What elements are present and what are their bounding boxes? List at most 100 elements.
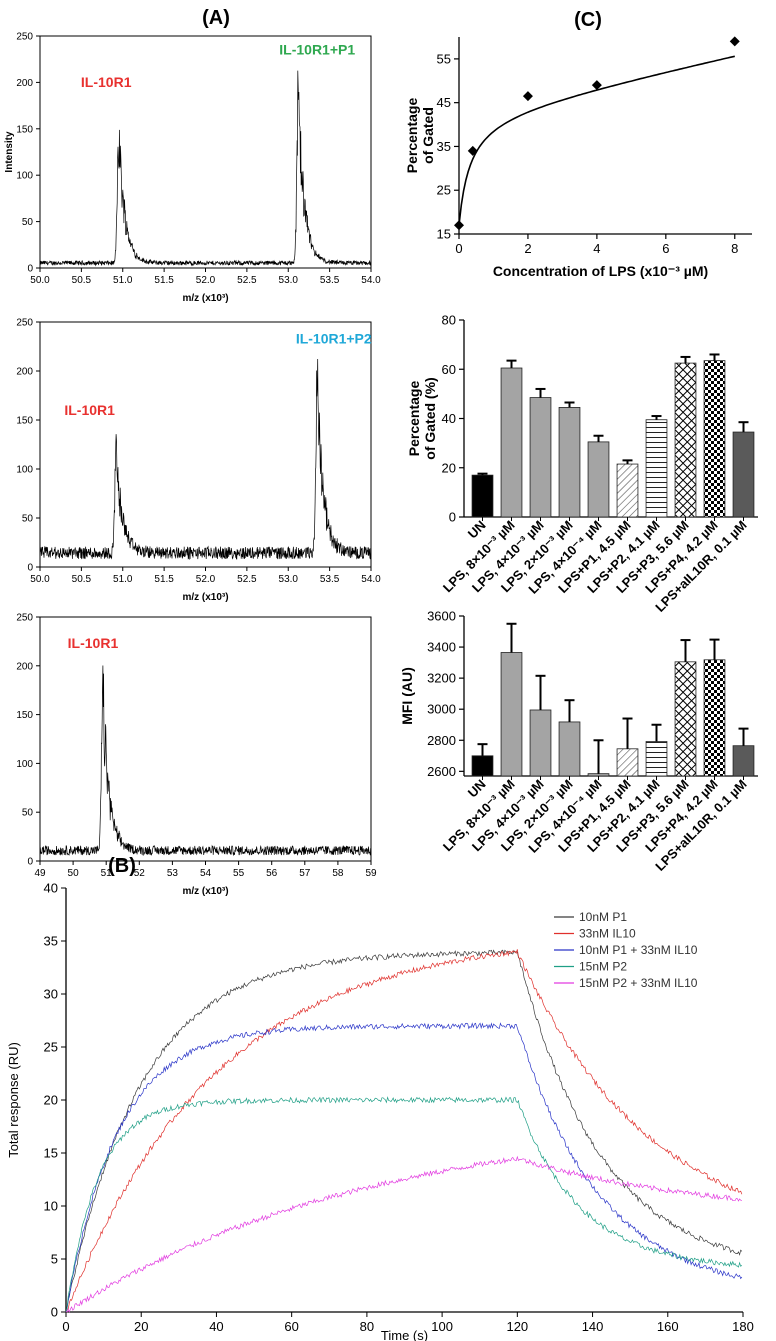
A3-y-tick-label: 100 (16, 759, 33, 770)
A3-frame (39, 616, 372, 862)
B-x-tick-label: 180 (732, 1319, 754, 1334)
A1-x-tick-label: 51.0 (113, 275, 133, 286)
C3-bar (732, 745, 755, 777)
C2-category-label: UN (465, 518, 489, 542)
A1-x-tick-label: 52.5 (237, 275, 257, 286)
A1-frame (39, 35, 372, 269)
A1-x-tick-label: 52.0 (196, 275, 216, 286)
C3-y-axis-label: MFI (AU) (399, 667, 415, 725)
C2-bar (529, 397, 552, 518)
A3-x-tick-label: 59 (365, 868, 377, 879)
C2-y-tick-label: 40 (442, 411, 456, 426)
A2-y-tick-label: 0 (27, 563, 33, 574)
panel-label-c: (C) (574, 9, 602, 31)
C2-bar (732, 431, 755, 518)
A1-peak-label: IL-10R1 (81, 74, 132, 90)
C2-bar (558, 407, 581, 518)
B-series-line (65, 1022, 743, 1312)
A2-x-tick-label: 51.5 (154, 574, 174, 585)
C1-data-point (454, 220, 464, 231)
A2-peak-label: IL-10R1+P2 (296, 331, 372, 347)
C3-bar (587, 773, 610, 777)
A1-y-tick-label: 200 (16, 78, 33, 89)
A1-x-tick-label: 54.0 (361, 275, 381, 286)
B-legend-label: 15nM P2 + 33nM IL10 (579, 976, 698, 990)
C2-bar (645, 419, 668, 518)
A3-x-tick-label: 53 (167, 868, 179, 879)
panel-label-a: (A) (202, 7, 230, 29)
B-x-axis-label: Time (s) (381, 1328, 428, 1341)
A3-x-tick-label: 57 (299, 868, 311, 879)
C2-bar (616, 463, 639, 518)
B-x-tick-label: 80 (360, 1319, 374, 1334)
chart-layer: 50.0 50.5 51.0 51.5 52.0 52.5 53.0 53.5 54.00501… (4, 32, 758, 1341)
A2-x-tick-label: 52.0 (196, 574, 216, 585)
C2-y-tick-label: 80 (442, 313, 456, 328)
A3-y-tick-label: 250 (16, 613, 33, 624)
C1-x-tick-label: 6 (662, 241, 669, 256)
A2-x-tick-label: 54.0 (361, 574, 381, 585)
A3-spectrum-line (39, 665, 372, 857)
C2-bar (471, 474, 494, 518)
B-series-line (65, 1155, 743, 1313)
A1-x-axis-label: m/z (x10³) (182, 293, 228, 304)
C1-y-tick-label: 25 (437, 183, 451, 198)
C3-y-tick-label: 3000 (427, 702, 456, 717)
A1-x-tick-label: 50.0 (30, 275, 50, 286)
A2-peak-label: IL-10R1 (64, 402, 115, 418)
A2-x-tick-label: 52.5 (237, 574, 257, 585)
A2-y-tick-label: 250 (16, 318, 33, 329)
C3-y-tick-label: 3200 (427, 671, 456, 686)
C1-y-axis-label-line1: Percentage (404, 98, 420, 174)
B-y-tick-label: 5 (51, 1252, 58, 1267)
B-x-tick-label: 0 (62, 1319, 69, 1334)
B-x-tick-label: 40 (209, 1319, 223, 1334)
B-series-line (65, 1096, 743, 1313)
A2-y-tick-label: 150 (16, 416, 33, 427)
panel-label-b: (B) (108, 855, 136, 877)
A2-x-tick-label: 53.5 (320, 574, 340, 585)
A1-x-tick-label: 53.5 (320, 275, 340, 286)
A3-y-tick-label: 200 (16, 661, 33, 672)
B-legend-label: 33nM IL10 (579, 927, 636, 941)
C3-bar (558, 721, 581, 777)
C3-bar (500, 652, 523, 777)
A2-y-tick-label: 200 (16, 367, 33, 378)
B-x-tick-label: 60 (284, 1319, 298, 1334)
A3-x-tick-label: 58 (332, 868, 344, 879)
C1-y-tick-label: 55 (437, 51, 451, 66)
B-x-tick-label: 100 (431, 1319, 453, 1334)
A2-x-tick-label: 51.0 (113, 574, 133, 585)
A2-x-tick-label: 50.5 (72, 574, 92, 585)
B-series-line (65, 949, 743, 1312)
C3-bar (471, 755, 494, 777)
C3-y-tick-label: 2800 (427, 733, 456, 748)
A3-x-tick-label: 49 (34, 868, 46, 879)
A3-x-tick-label: 51 (101, 868, 113, 879)
A1-y-tick-label: 250 (16, 32, 33, 43)
C3-category-label: UN (465, 777, 489, 801)
C1-data-point (522, 91, 533, 102)
B-x-tick-label: 140 (582, 1319, 604, 1334)
B-y-tick-label: 0 (51, 1305, 58, 1320)
A3-x-tick-label: 50 (68, 868, 80, 879)
A1-y-axis-label: Intensity (4, 131, 15, 173)
A3-x-tick-label: 54 (200, 868, 212, 879)
C3-bar (674, 661, 697, 777)
C1-x-tick-label: 4 (593, 241, 600, 256)
C3-bar (645, 741, 668, 777)
C1-x-axis-label: Concentration of LPS (x10⁻³ µM) (493, 263, 708, 279)
C2-bar (703, 360, 726, 518)
B-x-tick-label: 120 (506, 1319, 528, 1334)
A1-spectrum-line (39, 70, 372, 267)
A1-y-tick-label: 50 (22, 217, 34, 228)
C2-bar (587, 441, 610, 518)
A2-spectrum-line (39, 358, 372, 560)
C2-y-axis-label-line1: Percentage (406, 381, 422, 457)
C1-y-tick-label: 45 (437, 95, 451, 110)
A3-x-axis-label: m/z (x10³) (182, 886, 228, 897)
B-y-tick-label: 25 (44, 1040, 58, 1055)
C2-y-tick-label: 20 (442, 460, 456, 475)
A1-y-tick-label: 0 (27, 264, 33, 275)
C1-x-tick-label: 0 (455, 241, 462, 256)
